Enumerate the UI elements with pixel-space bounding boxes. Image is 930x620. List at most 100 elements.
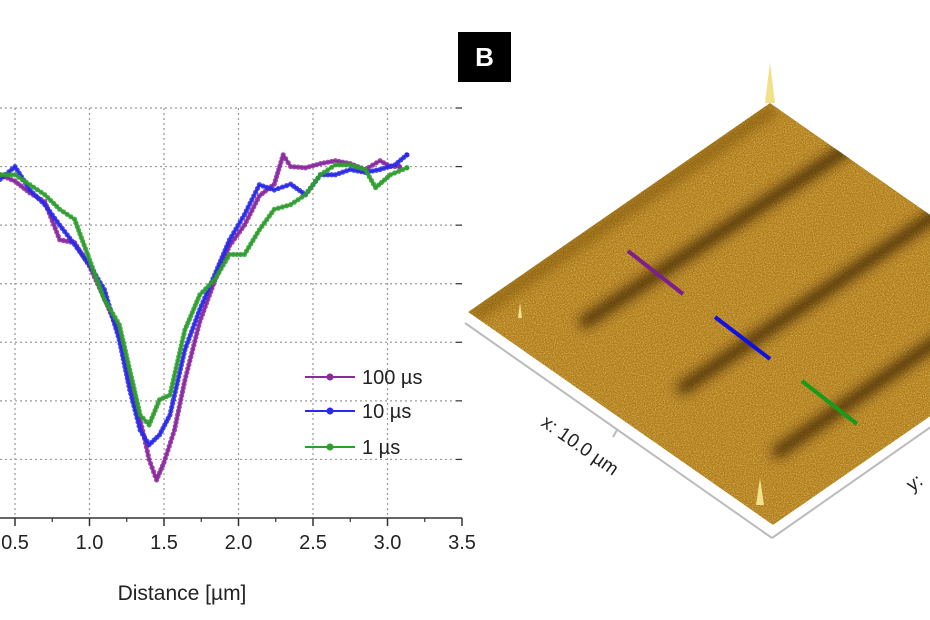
afm-y-axis-line: [771, 426, 930, 539]
data-point: [57, 206, 63, 212]
series-marker: [130, 399, 136, 405]
series-marker: [283, 183, 290, 189]
legend-label: 10 µs: [362, 401, 411, 423]
series-marker: [129, 395, 135, 401]
series-marker: [23, 179, 29, 185]
series-marker: [325, 167, 331, 173]
series-marker: [190, 346, 196, 352]
series-marker: [31, 184, 37, 190]
x-axis-title: Distance [µm]: [118, 582, 247, 605]
legend-item: 10 µs: [305, 401, 411, 423]
series-marker: [60, 209, 67, 215]
series-marker: [136, 423, 142, 429]
series-marker: [164, 451, 170, 457]
series-marker: [144, 448, 150, 454]
surface-spike: [518, 302, 522, 318]
legend-label: 100 µs: [362, 367, 422, 389]
legend-swatch-marker: [326, 443, 334, 451]
data-point: [182, 377, 188, 383]
data-point: [137, 412, 143, 418]
data-point: [280, 152, 286, 158]
series-marker: [325, 172, 331, 178]
grid: [0, 107, 462, 518]
series-2: [0, 162, 410, 428]
series-marker: [238, 251, 244, 258]
series-group: [0, 152, 410, 483]
series-marker: [135, 419, 141, 425]
data-point: [404, 165, 410, 171]
series-marker: [285, 160, 291, 166]
series-marker: [34, 187, 40, 193]
series-marker: [275, 185, 281, 192]
legend-item: 100 µs: [305, 367, 422, 389]
series-marker: [295, 164, 301, 170]
data-point: [271, 206, 277, 212]
series-marker: [400, 166, 406, 173]
panel-label-text: B: [475, 42, 494, 72]
series-marker: [193, 334, 199, 341]
data-point: [226, 251, 233, 258]
data-point: [288, 163, 294, 170]
series-marker: [291, 164, 297, 170]
series-marker: [19, 177, 26, 183]
series-marker: [279, 184, 286, 190]
legend-swatch-marker: [326, 373, 334, 381]
groove-1: [579, 134, 866, 328]
panel-label-b: B: [458, 32, 511, 82]
data-point: [161, 459, 167, 465]
series-marker: [8, 172, 14, 178]
series-marker: [396, 168, 402, 174]
series-marker: [283, 203, 290, 209]
x-tick-label: 2.0: [225, 532, 253, 554]
series-0: [0, 152, 403, 483]
x-tick-label: 2.5: [299, 532, 327, 554]
data-point: [404, 152, 410, 158]
data-point: [387, 172, 394, 178]
x-tick-label: 1.0: [76, 532, 104, 554]
series-marker: [291, 199, 297, 205]
series-marker: [165, 447, 171, 453]
x-tick-label: 1.5: [150, 532, 178, 554]
panel-label-box: [458, 32, 511, 82]
data-point: [396, 163, 403, 170]
series-marker: [299, 194, 305, 200]
series-marker: [191, 342, 197, 348]
series-marker: [16, 174, 22, 180]
data-point: [317, 172, 324, 178]
series-marker: [283, 156, 289, 162]
series-marker: [194, 330, 200, 337]
series-marker: [196, 323, 202, 329]
afm-surface: [468, 103, 930, 525]
series-marker: [166, 443, 172, 449]
series-marker: [189, 350, 195, 356]
series-marker: [343, 162, 350, 168]
afm-x-axis-line: [464, 322, 773, 539]
afm-3d-image: x: 10.0 µm y:: [464, 62, 930, 539]
series-line: [0, 163, 408, 427]
series-marker: [68, 214, 74, 220]
series-marker: [128, 391, 134, 397]
series-marker: [183, 373, 189, 380]
series-marker: [299, 164, 305, 171]
data-point: [127, 387, 133, 393]
line-chart: 0.5 1.0 1.5 2.0 2.5 3.0 3.5 Distance [µm] 100 …: [0, 107, 476, 605]
series-marker: [187, 358, 193, 364]
series-marker: [329, 172, 335, 178]
x-tick-label: 0.5: [1, 532, 29, 554]
series-marker: [147, 460, 154, 467]
data-point: [271, 187, 277, 193]
series-marker: [329, 164, 335, 170]
series-1: [0, 152, 410, 448]
series-marker: [295, 197, 301, 203]
series-marker: [150, 469, 157, 475]
series-marker: [391, 170, 398, 176]
legend-item: 1 µs: [305, 437, 400, 459]
series-marker: [185, 366, 191, 372]
legend-label: 1 µs: [362, 437, 400, 459]
series-marker: [188, 354, 194, 360]
series-marker: [186, 362, 192, 368]
afm-x-axis-tick: [612, 429, 618, 438]
afm-x-axis-label: x: 10.0 µm: [537, 412, 622, 480]
series-marker: [195, 326, 201, 333]
